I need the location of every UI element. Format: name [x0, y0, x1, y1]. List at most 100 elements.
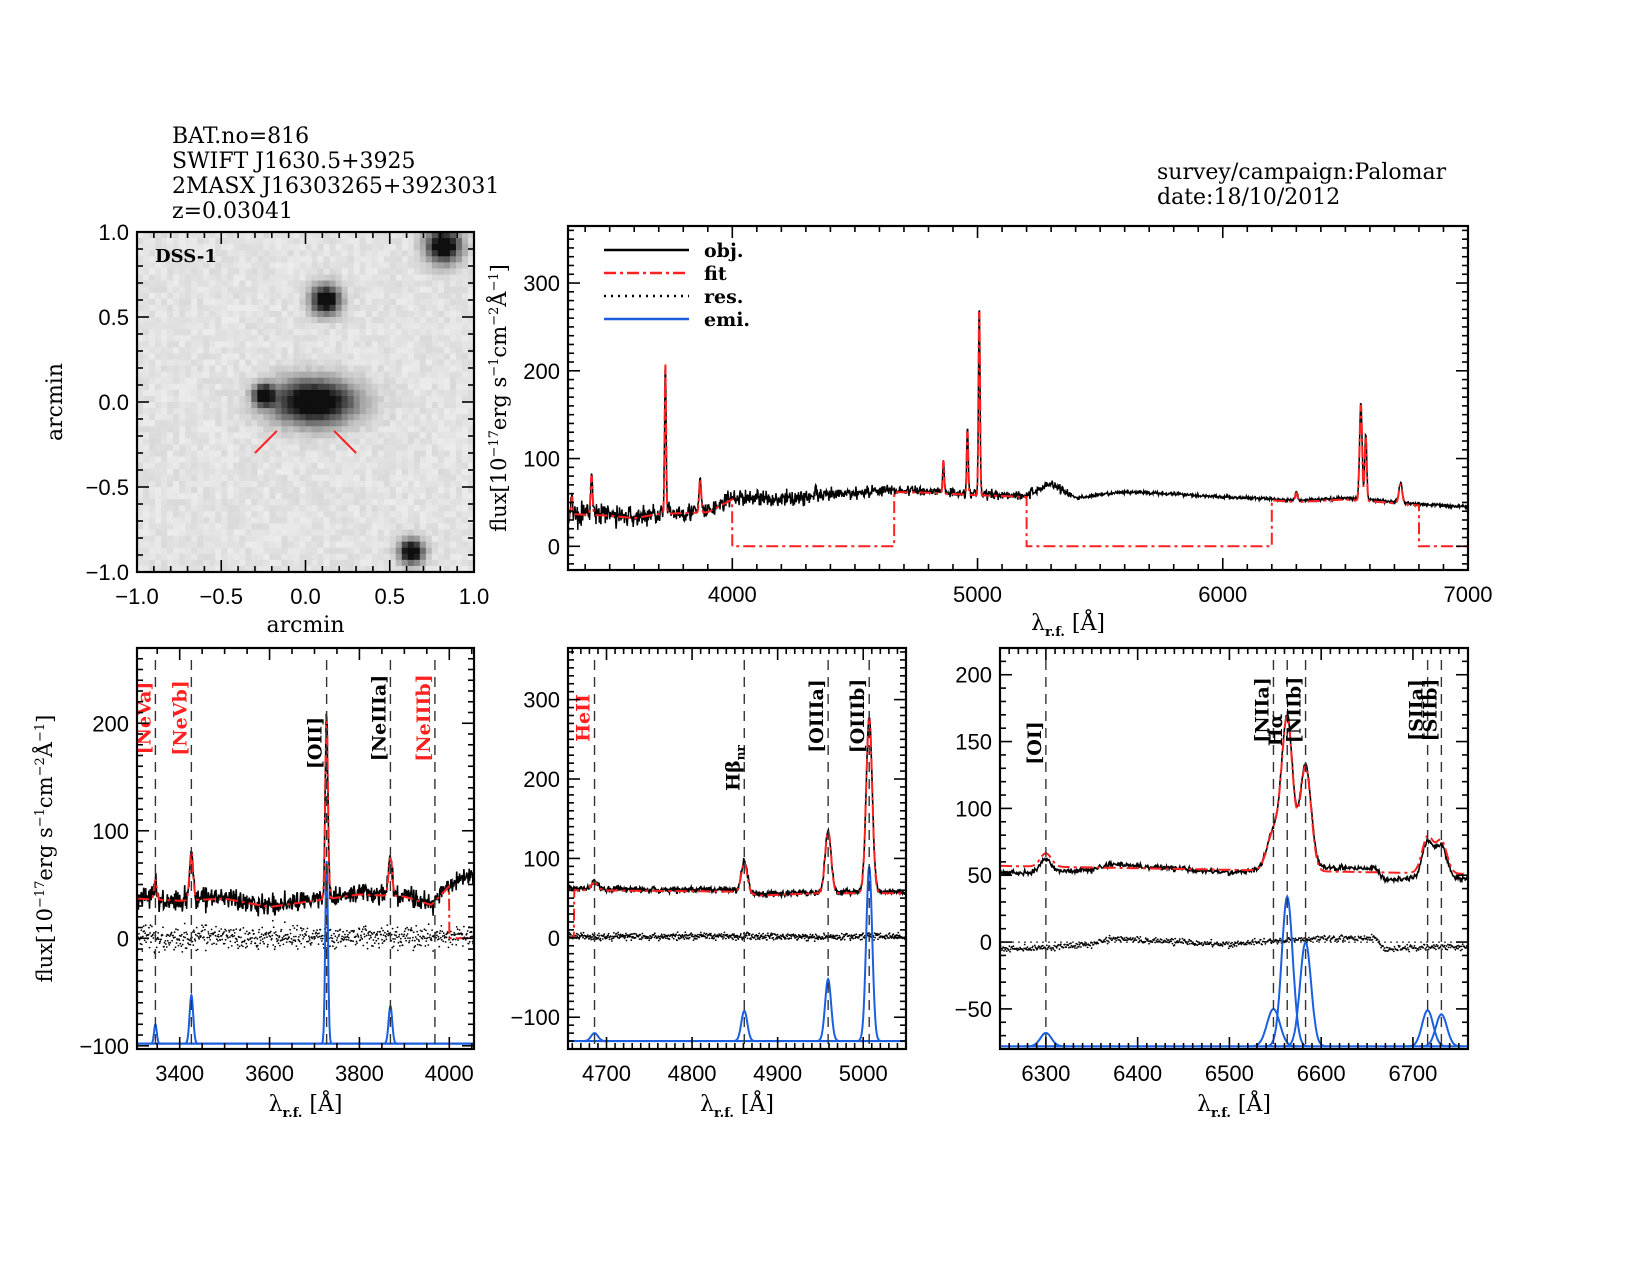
image-pixel	[377, 432, 385, 440]
image-pixel	[137, 493, 144, 500]
residual-point	[805, 936, 807, 938]
residual-point	[616, 936, 619, 939]
image-pixel	[413, 365, 421, 373]
image-pixel	[455, 432, 463, 440]
image-pixel	[137, 474, 144, 482]
image-pixel	[329, 474, 337, 482]
image-pixel	[311, 292, 319, 300]
image-pixel	[377, 365, 385, 373]
residual-point	[849, 939, 852, 942]
residual-point	[736, 936, 738, 939]
image-pixel	[467, 371, 475, 379]
image-pixel	[401, 499, 409, 506]
image-pixel	[377, 462, 385, 470]
fit-line	[137, 716, 474, 940]
image-pixel	[371, 456, 379, 464]
image-pixel	[269, 505, 277, 512]
image-pixel	[311, 474, 319, 482]
image-pixel	[257, 365, 264, 373]
image-pixel	[317, 474, 325, 482]
image-pixel	[371, 371, 379, 379]
image-pixel	[239, 335, 246, 342]
image-pixel	[389, 474, 397, 482]
image-pixel	[215, 559, 222, 567]
image-pixel	[329, 359, 337, 367]
image-pixel	[437, 438, 445, 446]
residual-point	[205, 924, 208, 927]
residual-point	[721, 935, 724, 938]
image-pixel	[215, 365, 222, 373]
image-pixel	[269, 317, 277, 324]
image-pixel	[233, 268, 240, 276]
image-pixel	[449, 547, 457, 555]
image-pixel	[395, 432, 403, 440]
image-pixel	[449, 250, 457, 257]
image-pixel	[365, 426, 373, 433]
image-pixel	[449, 238, 457, 245]
residual-point	[221, 938, 224, 941]
image-pixel	[275, 304, 283, 312]
residual-point	[417, 933, 420, 936]
image-pixel	[137, 468, 144, 476]
image-pixel	[251, 323, 258, 330]
image-pixel	[263, 304, 270, 312]
image-pixel	[275, 317, 283, 324]
image-pixel	[275, 432, 283, 440]
image-pixel	[161, 244, 168, 251]
image-pixel	[377, 274, 385, 282]
image-pixel	[191, 414, 198, 421]
residual-point	[345, 938, 348, 941]
image-pixel	[227, 499, 234, 506]
image-pixel	[299, 238, 307, 245]
image-pixel	[377, 310, 385, 318]
image-pixel	[245, 359, 252, 367]
image-pixel	[329, 323, 337, 330]
image-pixel	[389, 547, 397, 555]
image-pixel	[239, 468, 246, 476]
image-pixel	[245, 365, 252, 373]
residual-point	[625, 939, 628, 942]
residual-point	[215, 925, 217, 928]
residual-point	[780, 938, 783, 940]
image-pixel	[263, 432, 270, 440]
image-pixel	[209, 244, 216, 251]
image-pixel	[269, 565, 277, 573]
image-pixel	[437, 365, 445, 373]
image-pixel	[161, 462, 168, 470]
image-pixel	[329, 480, 337, 488]
residual-point	[876, 932, 878, 935]
image-pixel	[329, 389, 337, 397]
image-pixel	[251, 438, 258, 446]
image-pixel	[305, 462, 313, 470]
image-pixel	[305, 438, 313, 446]
y-tick-label: 0.0	[98, 390, 129, 415]
image-pixel	[155, 499, 162, 506]
image-pixel	[269, 256, 277, 263]
residual-point	[245, 942, 248, 945]
image-pixel	[347, 371, 355, 379]
image-pixel	[275, 517, 283, 525]
image-pixel	[137, 389, 144, 397]
image-pixel	[401, 244, 409, 251]
residual-point	[373, 942, 376, 944]
residual-point	[235, 938, 238, 941]
residual-point	[176, 938, 179, 941]
residual-point	[184, 936, 187, 939]
image-pixel	[305, 559, 313, 567]
image-pixel	[341, 280, 349, 288]
image-pixel	[461, 341, 469, 348]
image-pixel	[311, 323, 319, 330]
image-pixel	[233, 505, 240, 512]
image-pixel	[293, 268, 301, 276]
image-pixel	[263, 310, 270, 318]
image-pixel	[389, 329, 397, 336]
image-pixel	[227, 377, 234, 385]
image-pixel	[335, 414, 343, 421]
residual-point	[379, 930, 381, 933]
image-pixel	[347, 420, 355, 427]
residual-point	[355, 935, 357, 938]
image-pixel	[251, 365, 258, 373]
residual-point	[374, 934, 377, 936]
image-pixel	[317, 487, 325, 494]
image-pixel	[239, 280, 246, 288]
